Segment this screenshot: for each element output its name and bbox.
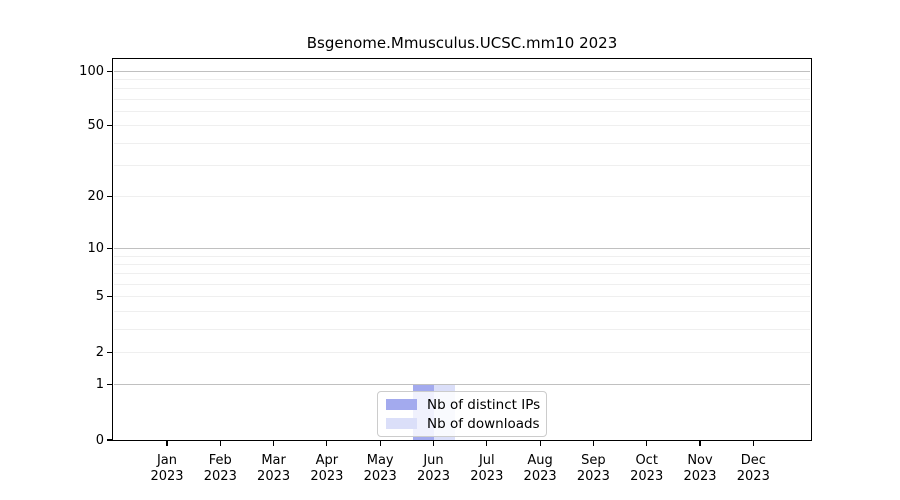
y-tick — [107, 247, 113, 249]
x-month-name: Dec — [740, 453, 766, 468]
y-tick — [107, 125, 113, 127]
x-month-year: 2023 — [203, 469, 237, 484]
x-tick — [273, 440, 275, 446]
x-month-label: Jul 2023 — [457, 453, 517, 485]
x-month-name: Mar — [261, 453, 286, 468]
y-grid-minor — [114, 88, 810, 90]
x-tick — [592, 440, 594, 446]
x-tick — [432, 440, 435, 446]
x-tick — [699, 440, 701, 446]
y-grid-minor — [114, 328, 810, 330]
y-tick — [107, 439, 113, 441]
x-month-name: May — [366, 453, 394, 468]
x-tick — [219, 440, 221, 446]
x-month-year: 2023 — [416, 469, 451, 484]
x-month-year: 2023 — [470, 469, 504, 484]
x-tick — [752, 440, 754, 446]
y-grid-major — [114, 247, 810, 249]
x-tick — [379, 440, 381, 446]
y-grid-minor — [114, 273, 810, 275]
x-month-label: Apr 2023 — [297, 453, 357, 485]
y-grid-major — [114, 384, 810, 386]
legend-label-distinct-ips: Nb of distinct IPs — [427, 396, 541, 413]
x-month-name: Jul — [478, 453, 495, 468]
x-month-name: Jun — [423, 453, 444, 468]
y-tick — [107, 384, 113, 386]
legend-item-downloads: Nb of downloads — [386, 414, 540, 433]
x-month-year: 2023 — [310, 469, 344, 484]
chart-title: Bsgenome.Mmusculus.UCSC.mm10 2023 — [306, 34, 618, 52]
x-tick — [646, 440, 648, 446]
legend-label-downloads: Nb of downloads — [427, 415, 540, 432]
y-grid-minor — [114, 296, 810, 298]
x-month-label: May 2023 — [350, 453, 410, 485]
x-month-label: Aug 2023 — [510, 453, 570, 485]
y-tick-label: 1 — [95, 377, 104, 393]
y-tick-label: 5 — [95, 289, 104, 305]
y-tick — [107, 70, 113, 72]
x-tick — [166, 440, 168, 446]
legend: Nb of distinct IPs Nb of downloads — [377, 391, 547, 437]
x-tick — [539, 440, 541, 446]
y-grid-minor — [114, 110, 810, 112]
y-grid-minor — [114, 284, 810, 285]
x-month-name: Jan — [156, 453, 178, 468]
x-month-label: Oct 2023 — [617, 453, 677, 485]
y-tick-label: 0 — [95, 432, 104, 448]
y-grid-minor — [114, 165, 810, 167]
x-month-label: Mar 2023 — [244, 453, 304, 485]
x-month-year: 2023 — [150, 469, 184, 484]
x-month-label: Feb 2023 — [190, 453, 250, 485]
y-tick-label: 10 — [87, 240, 104, 256]
x-month-year: 2023 — [630, 469, 664, 484]
x-month-name: Sep — [581, 453, 606, 468]
y-grid-major — [114, 70, 810, 72]
x-month-name: Apr — [315, 453, 339, 468]
y-grid-minor — [114, 263, 810, 265]
y-grid-minor — [114, 98, 810, 100]
x-month-label: Nov 2023 — [670, 453, 730, 485]
y-tick — [107, 351, 113, 353]
y-tick-label: 50 — [87, 118, 104, 134]
x-month-label: Jun 2023 — [404, 453, 464, 485]
x-month-year: 2023 — [736, 469, 770, 484]
legend-item-distinct-ips: Nb of distinct IPs — [386, 395, 541, 414]
y-tick-label: 20 — [87, 189, 104, 205]
y-tick-label: 100 — [79, 63, 104, 79]
x-month-year: 2023 — [523, 469, 557, 484]
x-month-year: 2023 — [363, 469, 397, 484]
y-grid-minor — [114, 125, 810, 127]
x-month-year: 2023 — [257, 469, 291, 484]
x-month-label: Dec 2023 — [723, 453, 783, 485]
legend-swatch-downloads — [386, 418, 417, 429]
y-grid-minor — [114, 142, 810, 144]
x-tick — [326, 440, 328, 446]
x-month-label: Sep 2023 — [563, 453, 623, 485]
x-month-label: Jan 2023 — [137, 453, 197, 485]
y-grid-minor — [114, 351, 810, 353]
y-grid-minor — [114, 310, 810, 312]
x-month-year: 2023 — [683, 469, 717, 484]
x-month-name: Aug — [527, 453, 553, 468]
x-month-name: Oct — [635, 453, 658, 468]
x-month-name: Nov — [687, 453, 713, 468]
y-grid-minor — [114, 196, 810, 198]
x-tick — [486, 440, 488, 446]
y-grid-minor — [114, 255, 810, 257]
y-tick — [107, 296, 113, 298]
x-month-year: 2023 — [576, 469, 610, 484]
y-tick-label: 2 — [95, 344, 104, 360]
y-tick — [107, 196, 113, 198]
legend-swatch-distinct-ips — [386, 399, 417, 410]
y-grid-minor — [114, 79, 810, 81]
x-month-name: Feb — [208, 453, 232, 468]
